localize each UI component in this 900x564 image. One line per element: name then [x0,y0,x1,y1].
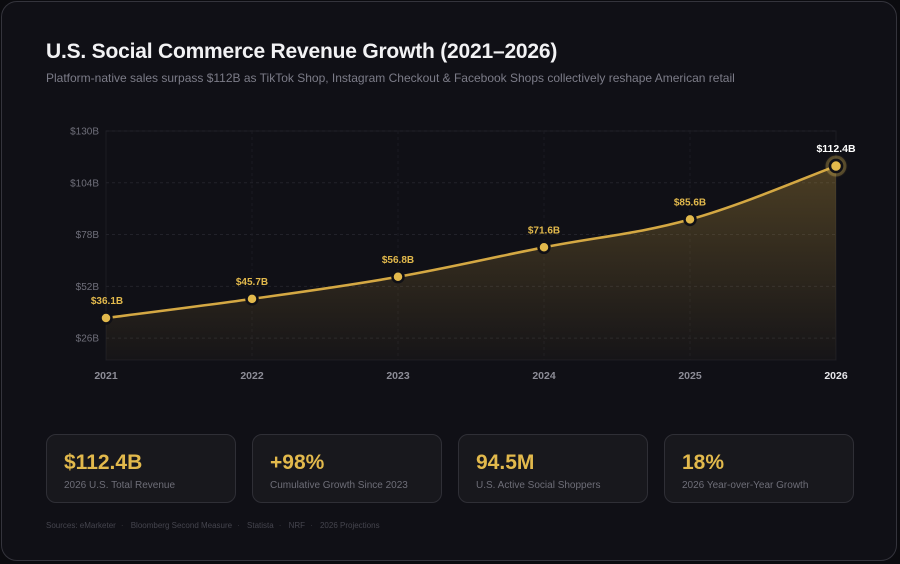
source-item: Statista [247,521,274,530]
y-tick-label: $130B [70,127,99,138]
stat-value: +98% [270,451,325,474]
stat-label: 2026 Year-over-Year Growth [682,480,809,491]
data-point [391,270,405,284]
y-tick-label: $78B [76,230,100,241]
y-tick-label: $104B [70,178,99,189]
data-point [828,158,844,174]
highlight-ring [825,155,847,177]
source-item: Sources: eMarketer [46,521,116,530]
stat-card-total-revenue: $112.4B 2026 U.S. Total Revenue [46,434,236,503]
stat-label: Cumulative Growth Since 2023 [270,480,408,491]
data-point [537,240,551,255]
stat-card-active-shoppers: 94.5M U.S. Active Social Shoppers [458,434,648,503]
x-tick-label: 2024 [532,370,556,382]
x-tick-label: 2025 [678,370,702,382]
data-label: $56.8B [382,255,414,266]
stat-card-yoy-growth: 18% 2026 Year-over-Year Growth [664,434,854,503]
series-line [104,164,838,320]
stat-card-cumulative-growth: +98% Cumulative Growth Since 2023 [252,434,442,503]
source-item: NRF [288,521,306,530]
stat-value: $112.4B [64,451,143,474]
area-series [104,164,838,360]
x-tick-label: 2022 [240,370,264,382]
sources-footer: Sources: eMarketer · Bloomberg Second Mea… [46,521,380,530]
data-label: $71.6B [528,225,560,236]
x-tick-label: 2026 [824,370,848,382]
x-axis: 2021 2022 2023 2024 2025 2026 [94,370,848,382]
y-axis: $26B $52B $78B $104B $130B [70,127,99,345]
data-point [683,212,697,227]
data-label: $36.1B [91,296,123,307]
stat-value: 94.5M [476,451,535,474]
source-item: Bloomberg Second Measure [130,521,233,530]
chart-title: U.S. Social Commerce Revenue Growth (202… [46,40,558,63]
stat-label: U.S. Active Social Shoppers [476,480,601,491]
data-point [99,311,113,325]
x-tick-label: 2021 [94,370,118,382]
stat-value: 18% [682,451,725,474]
y-tick-label: $52B [76,282,100,293]
data-label: $112.4B [816,143,856,155]
stat-label: 2026 U.S. Total Revenue [64,480,176,491]
data-label: $85.6B [674,197,706,208]
data-label: $45.7B [236,277,268,288]
data-point [245,292,259,306]
x-tick-label: 2023 [386,370,410,382]
data-points: $36.1B $45.7B $56.8B $71.6B $85.6B $112.4B [91,143,856,325]
source-item: 2026 Projections [319,521,380,530]
chart-subtitle: Platform-native sales surpass $112B as T… [46,71,735,85]
y-tick-label: $26B [76,334,100,345]
revenue-area-chart: $26B $52B $78B $104B $130B $36.1B $45.7B $56.8… [70,127,856,383]
